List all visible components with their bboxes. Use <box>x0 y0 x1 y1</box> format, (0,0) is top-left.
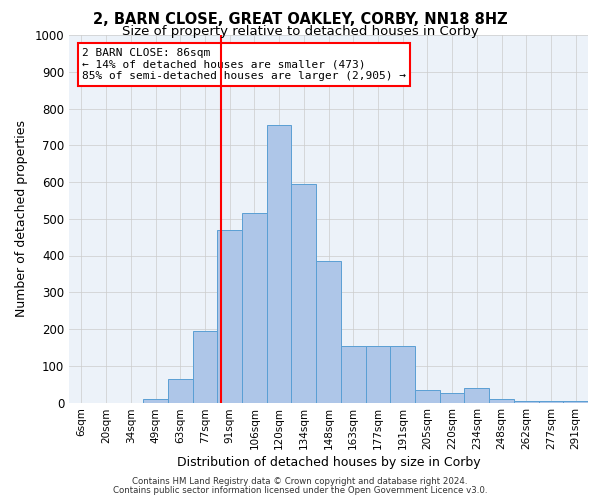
Bar <box>341 346 365 403</box>
Bar <box>292 184 316 402</box>
Bar <box>267 125 292 402</box>
X-axis label: Distribution of detached houses by size in Corby: Distribution of detached houses by size … <box>176 456 481 469</box>
Bar <box>217 230 242 402</box>
Bar <box>365 346 390 403</box>
Bar <box>514 400 539 402</box>
Text: Contains public sector information licensed under the Open Government Licence v3: Contains public sector information licen… <box>113 486 487 495</box>
Bar <box>390 346 415 403</box>
Bar <box>242 213 267 402</box>
Bar <box>489 399 514 402</box>
Bar <box>440 394 464 402</box>
Bar <box>168 378 193 402</box>
Bar <box>464 388 489 402</box>
Text: Contains HM Land Registry data © Crown copyright and database right 2024.: Contains HM Land Registry data © Crown c… <box>132 477 468 486</box>
Y-axis label: Number of detached properties: Number of detached properties <box>14 120 28 318</box>
Text: 2 BARN CLOSE: 86sqm
← 14% of detached houses are smaller (473)
85% of semi-detac: 2 BARN CLOSE: 86sqm ← 14% of detached ho… <box>82 48 406 81</box>
Bar <box>316 261 341 402</box>
Text: Size of property relative to detached houses in Corby: Size of property relative to detached ho… <box>122 25 478 38</box>
Bar <box>563 400 588 402</box>
Text: 2, BARN CLOSE, GREAT OAKLEY, CORBY, NN18 8HZ: 2, BARN CLOSE, GREAT OAKLEY, CORBY, NN18… <box>92 12 508 28</box>
Bar <box>415 390 440 402</box>
Bar <box>143 399 168 402</box>
Bar <box>193 331 217 402</box>
Bar <box>539 400 563 402</box>
